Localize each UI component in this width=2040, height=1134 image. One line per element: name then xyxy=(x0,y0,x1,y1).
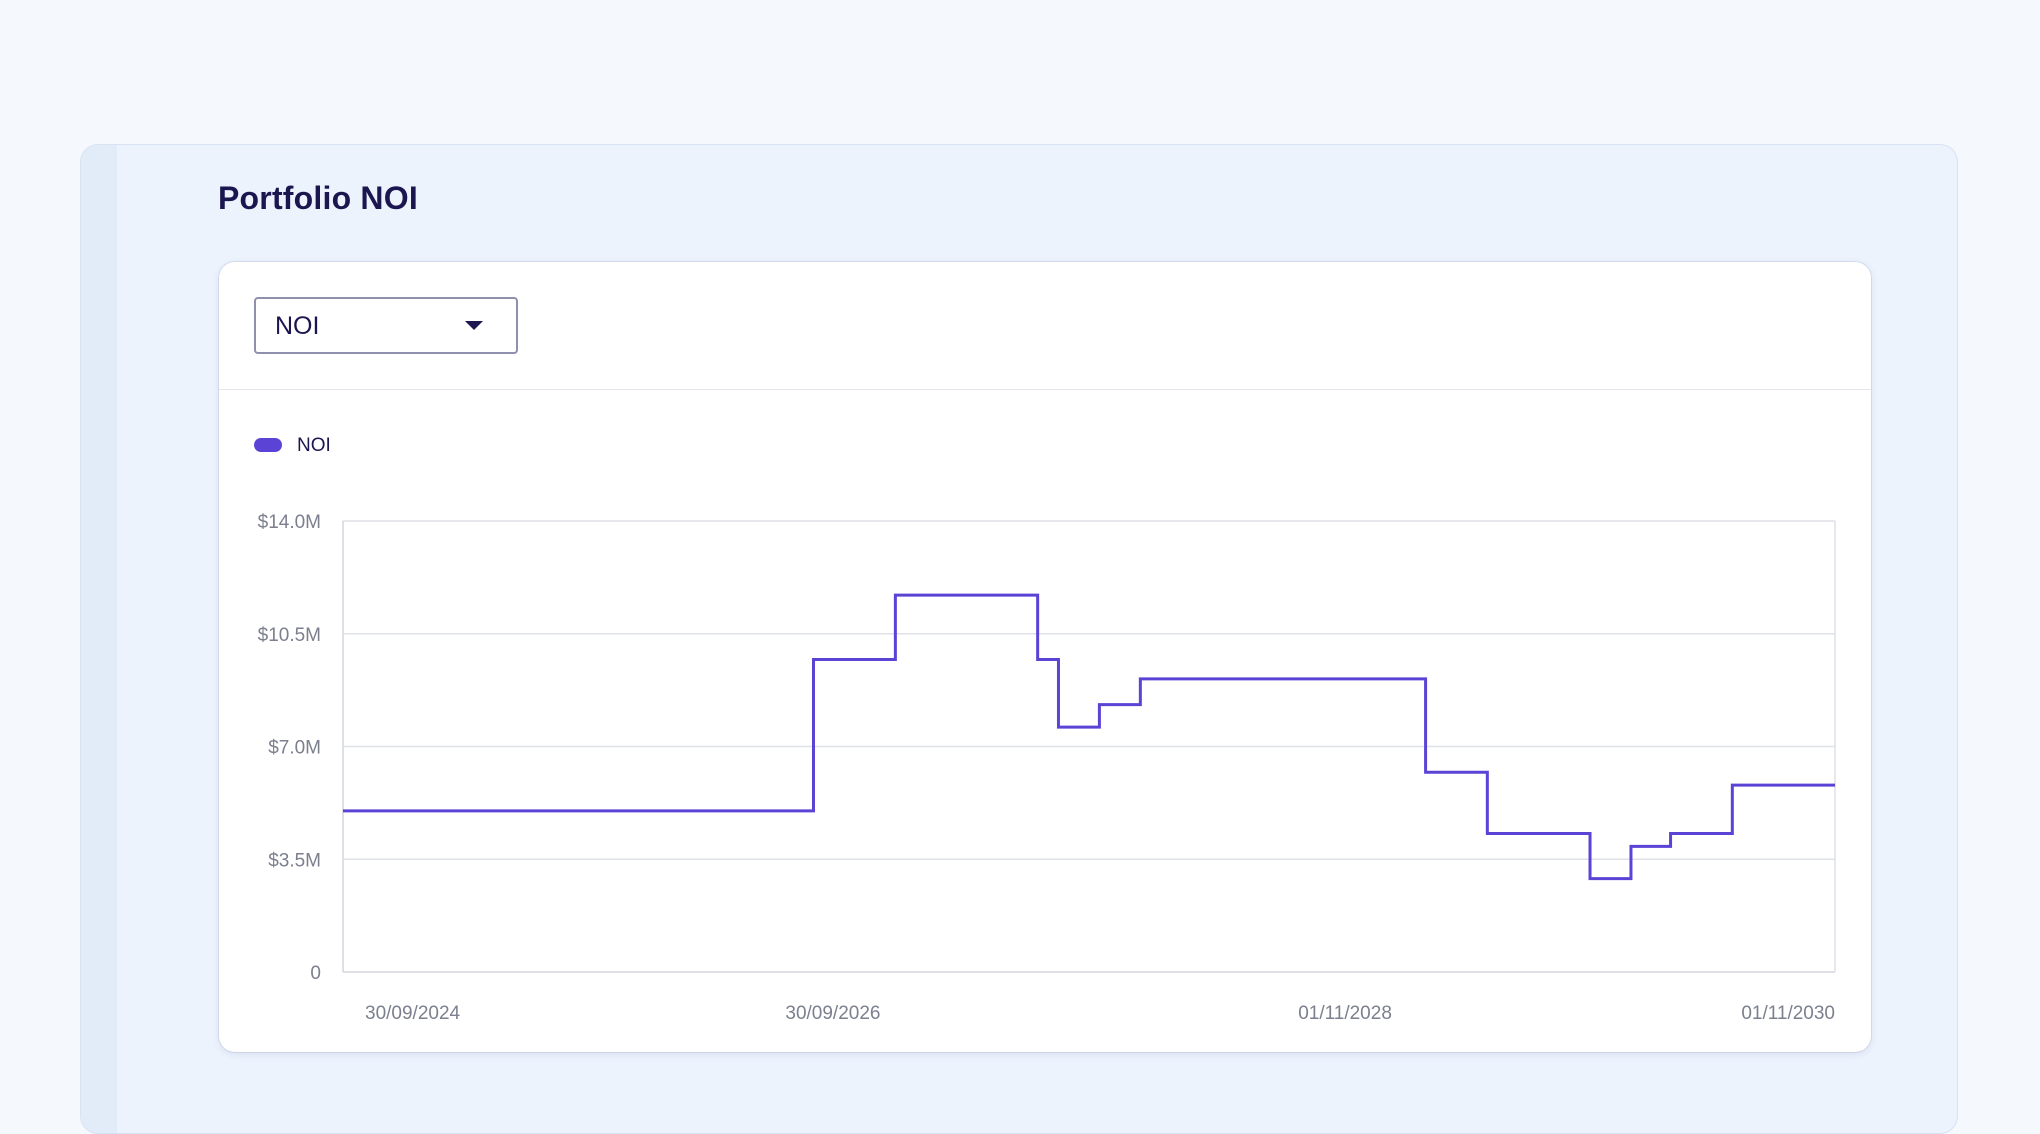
x-tick-label: 30/09/2024 xyxy=(365,1003,461,1024)
y-tick-label: $7.0M xyxy=(268,738,321,759)
series-line-noi xyxy=(343,595,1835,878)
panel-side-stripe xyxy=(81,145,117,1133)
x-tick-label: 01/11/2028 xyxy=(1298,1003,1392,1024)
series-layer xyxy=(343,595,1835,879)
y-tick-label: $10.5M xyxy=(258,625,321,646)
axis-layer: 0 $3.5M $7.0M $10.5M $14.0M 30/09/2024 30/09/2… xyxy=(258,512,1835,1024)
noi-chart: NOI 0 $3.5M $7.0M $10.5M $14.0M 30/09/2024 30/… xyxy=(219,390,1871,1052)
metric-select-value: NOI xyxy=(275,312,319,341)
legend: NOI xyxy=(254,435,331,456)
y-tick-label: 0 xyxy=(310,963,321,984)
chart-toolbar: NOI xyxy=(219,262,1871,390)
chart-card: NOI NOI 0 $3.5M $7.0M $10.5M $14.0M 30/09/202… xyxy=(219,262,1871,1052)
grid-layer xyxy=(343,521,1835,972)
x-tick-label: 30/09/2026 xyxy=(785,1003,880,1024)
y-tick-label: $14.0M xyxy=(258,512,321,533)
page-title: Portfolio NOI xyxy=(218,180,418,217)
legend-label: NOI xyxy=(297,435,331,456)
y-tick-label: $3.5M xyxy=(268,850,321,871)
legend-swatch xyxy=(254,438,282,452)
x-tick-label: 01/11/2030 xyxy=(1741,1003,1835,1024)
chart-area: NOI 0 $3.5M $7.0M $10.5M $14.0M 30/09/2024 30/… xyxy=(219,390,1871,1052)
metric-select[interactable]: NOI xyxy=(254,297,518,354)
chevron-down-icon[interactable] xyxy=(465,321,483,330)
